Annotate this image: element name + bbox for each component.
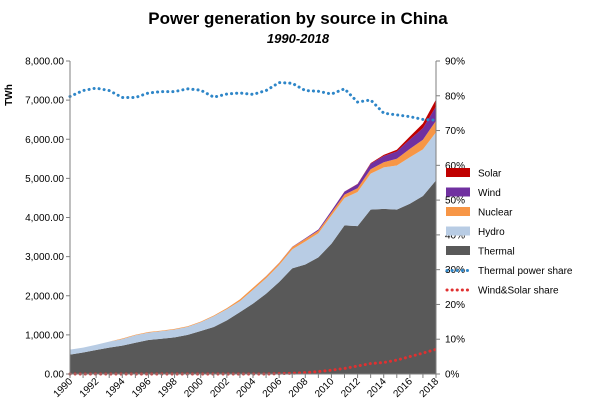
- legend-swatch: [446, 168, 470, 177]
- x-tick-label: 2000: [182, 376, 206, 400]
- legend-swatch: [446, 187, 470, 197]
- legend-swatch: [446, 207, 470, 216]
- legend-item-wind: Wind: [446, 187, 501, 199]
- x-tick-label: 2004: [235, 376, 259, 400]
- x-tick-label: 2006: [261, 376, 285, 400]
- chart-subtitle: 1990-2018: [267, 31, 330, 46]
- y-tick-label: 0.00: [45, 370, 65, 381]
- x-tick-label: 2014: [365, 376, 389, 400]
- legend-swatch: [446, 246, 470, 255]
- legend-label: Wind: [478, 188, 501, 199]
- x-tick-label: 1992: [78, 376, 102, 400]
- legend-swatch: [446, 226, 470, 236]
- legend-item-hydro: Hydro: [446, 226, 505, 238]
- y-tick-label: 1,000.00: [25, 330, 64, 341]
- legend-label: Solar: [478, 169, 502, 180]
- legend-item-nuclear: Nuclear: [446, 207, 513, 219]
- x-tick-label: 2012: [339, 376, 363, 400]
- y2-tick-label: 70%: [445, 126, 465, 137]
- y-tick-label: 6,000.00: [25, 135, 64, 146]
- x-tick-label: 1994: [104, 376, 128, 400]
- y-tick-label: 5,000.00: [25, 174, 64, 185]
- x-tick-label: 2008: [287, 376, 311, 400]
- legend-label: Wind&Solar share: [478, 286, 559, 297]
- y2-tick-label: 20%: [445, 300, 465, 311]
- x-tick-label: 2018: [418, 376, 442, 400]
- x-tick-label: 1996: [130, 376, 154, 400]
- legend-item-solar: Solar: [446, 168, 502, 180]
- y-axis-label: TWh: [4, 84, 15, 106]
- legend-label: Nuclear: [478, 208, 513, 219]
- y-tick-label: 8,000.00: [25, 57, 64, 68]
- area-layer: [70, 99, 436, 374]
- y2-tick-label: 0%: [445, 370, 460, 381]
- chart-title: Power generation by source in China: [148, 9, 448, 28]
- x-tick-label: 2002: [208, 376, 232, 400]
- legend-item-wind-solar-share: Wind&Solar share: [445, 286, 559, 297]
- legend: Solar Wind Nuclear Hydro Thermal Thermal powe…: [445, 168, 573, 297]
- y-tick-label: 2,000.00: [25, 291, 64, 302]
- y2-tick-label: 10%: [445, 335, 465, 346]
- y2-tick-label: 90%: [445, 57, 465, 68]
- area-thermal: [70, 180, 436, 374]
- y2-tick-label: 80%: [445, 91, 465, 102]
- y2-tick-label: 40%: [445, 230, 465, 241]
- legend-label: Hydro: [478, 227, 505, 238]
- x-tick-label: 2010: [313, 376, 337, 400]
- y-tick-label: 7,000.00: [25, 96, 64, 107]
- y-tick-label: 4,000.00: [25, 213, 64, 224]
- y-tick-label: 3,000.00: [25, 252, 64, 263]
- line-thermal-share: [68, 81, 438, 122]
- legend-label: Thermal power share: [478, 266, 573, 277]
- y2-tick-label: 60%: [445, 161, 465, 172]
- legend-label: Thermal: [478, 247, 515, 258]
- legend-item-thermal-power-share: Thermal power share: [445, 266, 573, 277]
- x-tick-label: 2016: [391, 376, 415, 400]
- y2-tick-label: 50%: [445, 196, 465, 207]
- x-tick-label: 1998: [156, 376, 180, 400]
- y2-tick-label: 30%: [445, 265, 465, 276]
- legend-item-thermal: Thermal: [446, 246, 515, 258]
